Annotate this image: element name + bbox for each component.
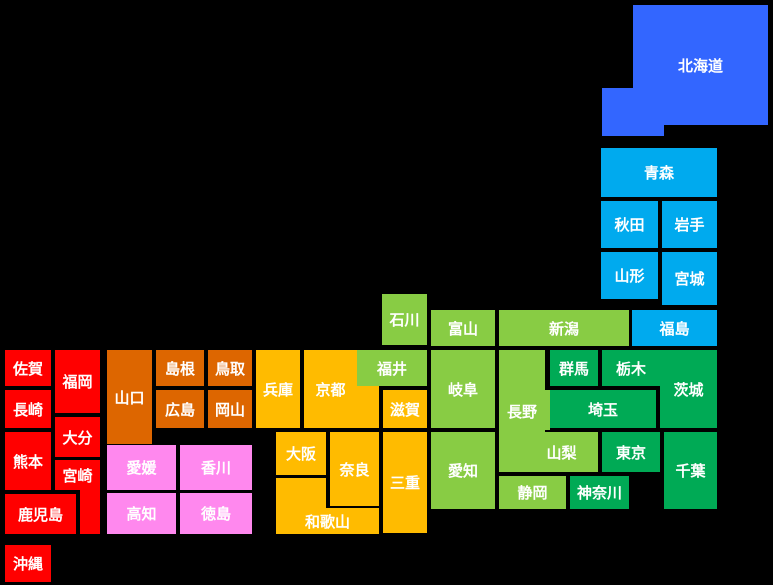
pref-saga-label: 佐賀 <box>12 359 43 378</box>
pref-wakayama-upper[interactable] <box>276 478 326 510</box>
pref-miyazaki-south[interactable] <box>80 490 100 534</box>
pref-nagasaki[interactable]: 長崎 <box>5 390 51 428</box>
pref-tokyo-label: 東京 <box>615 443 646 462</box>
pref-kyoto-east[interactable] <box>357 386 379 428</box>
pref-gunma-label: 群馬 <box>558 359 589 378</box>
pref-yamaguchi[interactable]: 山口 <box>107 350 152 444</box>
pref-toyama-label: 富山 <box>447 319 478 338</box>
pref-fukuoka-label: 福岡 <box>62 373 93 391</box>
pref-gifu[interactable]: 岐阜 <box>431 350 495 428</box>
pref-fukushima[interactable]: 福島 <box>632 310 717 346</box>
pref-aichi[interactable]: 愛知 <box>431 432 495 509</box>
pref-shizuoka[interactable]: 静岡 <box>499 476 566 509</box>
pref-wakayama-main[interactable]: 和歌山 <box>276 508 379 534</box>
pref-tochigi-label: 栃木 <box>615 359 646 378</box>
pref-nagano-label: 長野 <box>506 402 537 421</box>
pref-fukushima-label: 福島 <box>659 319 690 338</box>
pref-miyagi[interactable]: 宮城 <box>662 252 717 305</box>
pref-tokushima-label: 徳島 <box>200 505 231 523</box>
pref-toyama[interactable]: 富山 <box>431 310 495 346</box>
pref-hokkaido-label: 北海道 <box>677 56 723 75</box>
pref-mie[interactable]: 三重 <box>383 432 427 533</box>
pref-oita[interactable]: 大分 <box>55 417 100 457</box>
pref-yamagata[interactable]: 山形 <box>601 252 658 299</box>
pref-gifu-label: 岐阜 <box>447 380 478 399</box>
pref-fukui-label: 福井 <box>376 359 407 378</box>
pref-mie-label: 三重 <box>389 474 420 492</box>
pref-niigata-label: 新潟 <box>548 319 579 338</box>
pref-shimane-label: 島根 <box>164 359 195 378</box>
pref-tottori-label: 鳥取 <box>214 359 245 378</box>
pref-okinawa-label: 沖縄 <box>12 555 43 573</box>
pref-fukuoka[interactable]: 福岡 <box>55 350 100 413</box>
pref-yamagata-label: 山形 <box>614 267 645 285</box>
pref-chiba-label: 千葉 <box>675 462 706 480</box>
pref-aichi-label: 愛知 <box>447 462 478 480</box>
pref-kanagawa-label: 神奈川 <box>576 484 622 502</box>
pref-chiba[interactable]: 千葉 <box>664 432 717 509</box>
pref-saitama-label: 埼玉 <box>587 400 618 419</box>
pref-tochigi[interactable]: 栃木 <box>602 350 660 386</box>
pref-okayama[interactable]: 岡山 <box>208 390 252 428</box>
pref-kagawa[interactable]: 香川 <box>180 445 252 490</box>
pref-akita-label: 秋田 <box>614 216 645 234</box>
pref-tokushima[interactable]: 徳島 <box>180 493 252 534</box>
pref-kumamoto[interactable]: 熊本 <box>5 432 51 490</box>
pref-shizuoka-label: 静岡 <box>517 484 548 502</box>
pref-miyagi-label: 宮城 <box>674 270 705 288</box>
pref-fukui[interactable]: 福井 <box>357 350 427 386</box>
pref-kagoshima[interactable]: 鹿児島 <box>5 494 76 534</box>
pref-kagoshima-label: 鹿児島 <box>17 505 63 524</box>
pref-kagawa-label: 香川 <box>200 459 231 477</box>
pref-akita[interactable]: 秋田 <box>601 201 658 248</box>
pref-iwate-label: 岩手 <box>674 216 705 234</box>
pref-nara-label: 奈良 <box>339 460 370 479</box>
pref-shiga-label: 滋賀 <box>389 400 420 419</box>
pref-aomori[interactable]: 青森 <box>601 148 717 197</box>
pref-oita-label: 大分 <box>62 428 93 447</box>
pref-nara[interactable]: 奈良 <box>330 432 379 506</box>
pref-hokkaido-tail[interactable] <box>602 88 664 136</box>
pref-kumamoto-label: 熊本 <box>12 452 43 471</box>
pref-okinawa[interactable]: 沖縄 <box>5 545 51 582</box>
pref-kochi-label: 高知 <box>126 505 157 523</box>
pref-nagano-east[interactable] <box>545 390 550 430</box>
pref-iwate[interactable]: 岩手 <box>662 201 717 248</box>
pref-aomori-label: 青森 <box>643 164 674 182</box>
pref-nagasaki-label: 長崎 <box>12 400 43 419</box>
pref-tokyo[interactable]: 東京 <box>602 432 660 472</box>
pref-ibaraki-label: 茨城 <box>673 380 704 399</box>
pref-yamanashi[interactable]: 山梨 <box>525 432 598 472</box>
pref-ehime-label: 愛媛 <box>126 459 157 477</box>
pref-saitama[interactable]: 埼玉 <box>550 390 656 428</box>
pref-yamaguchi-label: 山口 <box>114 388 145 407</box>
pref-osaka[interactable]: 大阪 <box>276 432 326 475</box>
pref-kyoto-label: 京都 <box>315 380 346 399</box>
pref-hyogo-label: 兵庫 <box>262 380 293 399</box>
pref-ibaraki-main[interactable]: 茨城 <box>660 350 717 428</box>
pref-tottori[interactable]: 鳥取 <box>208 350 252 386</box>
pref-ishikawa-label: 石川 <box>389 311 420 329</box>
pref-hiroshima-label: 広島 <box>164 400 195 419</box>
pref-ishikawa[interactable]: 石川 <box>382 294 427 345</box>
pref-wakayama-label: 和歌山 <box>304 512 350 531</box>
pref-miyazaki-label: 宮崎 <box>62 466 93 485</box>
pref-niigata[interactable]: 新潟 <box>499 310 629 346</box>
pref-okayama-label: 岡山 <box>214 400 245 419</box>
pref-kochi[interactable]: 高知 <box>107 493 176 534</box>
pref-osaka-label: 大阪 <box>285 445 316 463</box>
pref-saga[interactable]: 佐賀 <box>5 350 51 386</box>
pref-yamanashi-label: 山梨 <box>546 443 577 462</box>
pref-kanagawa[interactable]: 神奈川 <box>570 476 629 509</box>
pref-ehime[interactable]: 愛媛 <box>107 445 176 490</box>
pref-miyazaki-main[interactable]: 宮崎 <box>55 460 100 490</box>
pref-hiroshima[interactable]: 広島 <box>156 390 204 428</box>
pref-hyogo[interactable]: 兵庫 <box>256 350 300 428</box>
pref-shimane[interactable]: 島根 <box>156 350 204 386</box>
pref-gunma[interactable]: 群馬 <box>550 350 598 386</box>
pref-kyoto-main[interactable]: 京都 <box>304 350 357 428</box>
pref-shiga[interactable]: 滋賀 <box>383 390 427 428</box>
